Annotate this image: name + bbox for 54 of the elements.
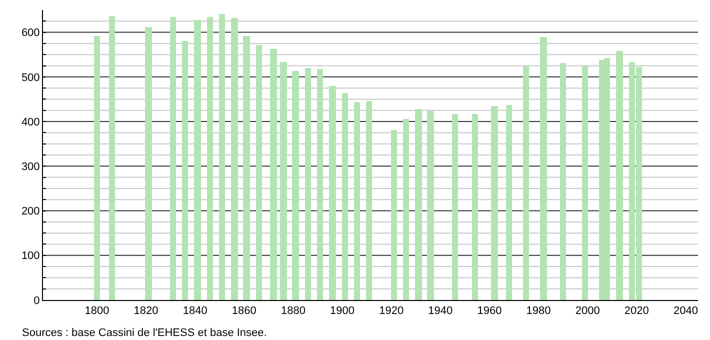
bar bbox=[219, 14, 225, 300]
bar bbox=[109, 16, 115, 300]
x-tick-label: 1840 bbox=[182, 305, 208, 318]
y-tick-label: 0 bbox=[34, 294, 40, 307]
x-tick-label: 1980 bbox=[526, 305, 551, 318]
y-tick-label: 100 bbox=[21, 250, 40, 262]
bar bbox=[94, 36, 100, 300]
bar bbox=[194, 20, 201, 300]
bar bbox=[391, 130, 397, 300]
bar bbox=[472, 114, 478, 300]
bar bbox=[452, 114, 458, 300]
bar bbox=[616, 51, 623, 300]
x-tick-label: 1920 bbox=[379, 305, 404, 318]
bar bbox=[342, 93, 348, 300]
bar bbox=[427, 111, 434, 300]
x-tick-label: 1940 bbox=[428, 305, 453, 318]
y-tick-label: 600 bbox=[21, 27, 40, 40]
x-tick-label: 1900 bbox=[330, 305, 355, 318]
bar bbox=[366, 101, 372, 300]
y-tick-label: 500 bbox=[21, 72, 40, 84]
bar bbox=[317, 69, 323, 300]
bar bbox=[256, 45, 262, 300]
bar bbox=[491, 106, 498, 300]
x-tick-label: 1880 bbox=[280, 305, 306, 318]
x-tick-label: 2040 bbox=[673, 305, 698, 318]
source-note: Sources : base Cassini de l'EHESS et base Insee. bbox=[22, 327, 267, 339]
bar bbox=[270, 49, 277, 300]
bar bbox=[182, 41, 188, 300]
bar bbox=[415, 109, 422, 300]
bar bbox=[243, 36, 250, 300]
bar bbox=[354, 102, 360, 300]
x-tick-label: 1860 bbox=[232, 305, 256, 318]
bar bbox=[560, 63, 566, 300]
bar bbox=[207, 17, 213, 300]
x-tick-label: 1800 bbox=[84, 305, 110, 318]
y-tick-label: 400 bbox=[21, 116, 40, 128]
bar bbox=[540, 37, 547, 300]
bar bbox=[145, 27, 152, 300]
bar bbox=[523, 66, 529, 300]
x-tick-label: 1960 bbox=[477, 305, 502, 318]
bar bbox=[329, 86, 336, 300]
bar bbox=[280, 62, 287, 300]
x-tick-label: 2020 bbox=[624, 305, 649, 318]
bar bbox=[506, 105, 512, 300]
x-tick-label: 2000 bbox=[575, 305, 600, 318]
y-tick-label: 200 bbox=[21, 206, 40, 218]
x-tick-label: 1820 bbox=[134, 305, 158, 318]
bar bbox=[292, 71, 299, 300]
bar bbox=[305, 68, 311, 300]
bar bbox=[403, 119, 409, 300]
y-tick-label: 300 bbox=[21, 161, 40, 173]
bar bbox=[582, 66, 588, 300]
bar bbox=[170, 17, 176, 300]
bar bbox=[231, 18, 238, 300]
